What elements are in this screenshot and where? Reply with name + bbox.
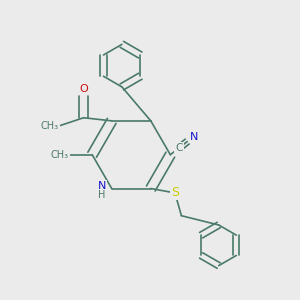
Text: O: O [79,84,88,94]
Text: CH₃: CH₃ [41,121,59,130]
Text: S: S [171,186,179,199]
Text: C: C [175,143,183,153]
Text: CH₃: CH₃ [51,150,69,160]
Text: N: N [190,132,199,142]
Text: H: H [98,190,105,200]
Text: N: N [98,181,106,191]
